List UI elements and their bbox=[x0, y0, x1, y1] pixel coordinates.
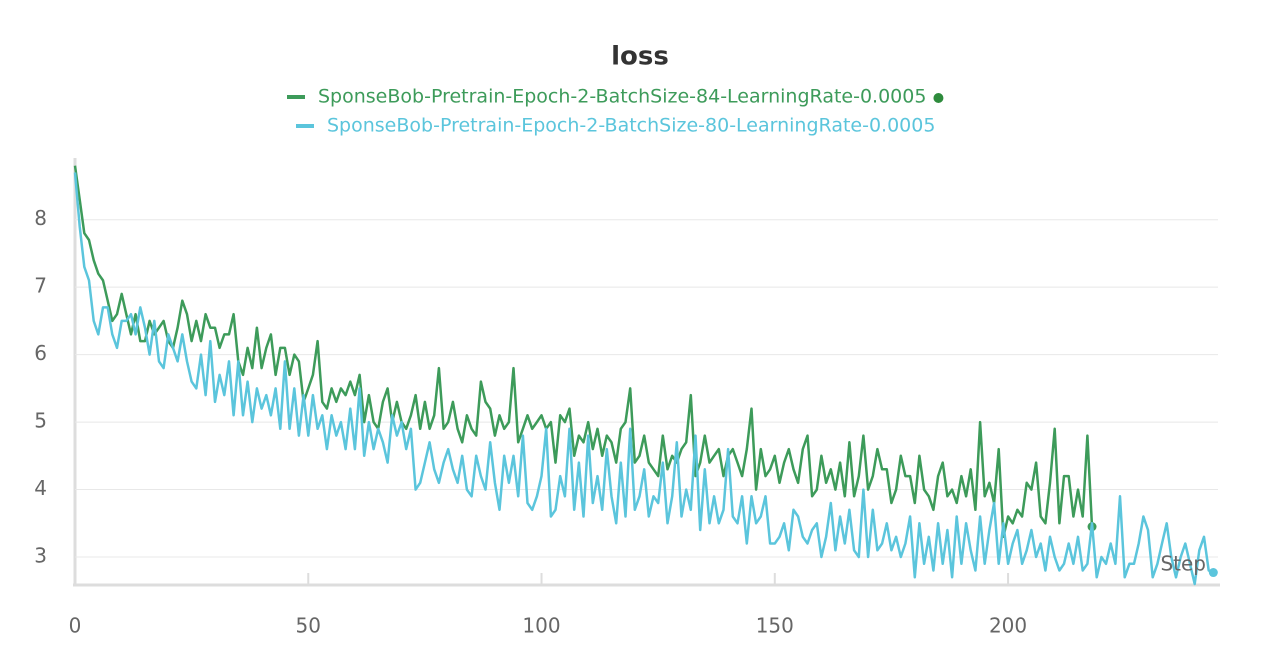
y-tick-label: 4 bbox=[34, 476, 47, 500]
series-line bbox=[73, 165, 1094, 539]
x-tick-label: 0 bbox=[69, 614, 82, 638]
y-tick-label: 5 bbox=[34, 409, 47, 433]
legend-label: SponseBob-Pretrain-Epoch-2-BatchSize-80-… bbox=[327, 115, 935, 137]
y-tick-label: 3 bbox=[34, 544, 47, 568]
y-tick-label: 6 bbox=[34, 341, 47, 365]
x-tick-label: 100 bbox=[522, 614, 560, 638]
x-axis-label: Step bbox=[1160, 552, 1206, 576]
series-line bbox=[73, 172, 1214, 586]
x-tick-label: 50 bbox=[296, 614, 321, 638]
x-tick-label: 150 bbox=[756, 614, 794, 638]
x-tick-label: 200 bbox=[989, 614, 1027, 638]
chart-title: loss bbox=[611, 42, 669, 72]
end-point bbox=[1208, 568, 1218, 578]
legend-marker bbox=[933, 93, 944, 103]
legend-label: SponseBob-Pretrain-Epoch-2-BatchSize-84-… bbox=[318, 86, 926, 108]
y-tick-label: 7 bbox=[34, 274, 47, 298]
y-tick-label: 8 bbox=[34, 206, 47, 230]
